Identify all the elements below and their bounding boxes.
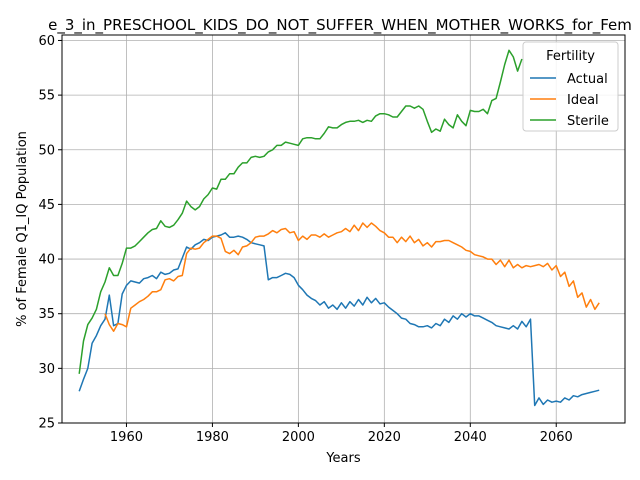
- series-line-ideal: [104, 222, 600, 332]
- y-tick-label: 40: [38, 253, 55, 268]
- x-tick-label: 2000: [282, 430, 315, 445]
- legend-label-sterile: Sterile: [567, 114, 609, 129]
- y-tick-label: 25: [38, 417, 55, 432]
- x-tick-label: 2020: [368, 430, 401, 445]
- y-tick-label: 45: [38, 198, 55, 213]
- x-tick-label: 2060: [540, 430, 573, 445]
- legend-label-ideal: Ideal: [567, 93, 599, 108]
- y-axis-label: % of Female Q1_IQ Population: [15, 131, 30, 327]
- chart-title: e_3_in_PRESCHOOL_KIDS_DO_NOT_SUFFER_WHEN…: [48, 16, 632, 35]
- y-tick-label: 30: [38, 362, 55, 377]
- y-tick-label: 60: [38, 34, 55, 49]
- legend-label-actual: Actual: [567, 72, 608, 87]
- series-lines: [78, 49, 600, 407]
- x-tick-label: 2040: [454, 430, 487, 445]
- legend-box: [522, 41, 619, 132]
- x-axis-label: Years: [325, 451, 361, 466]
- y-tick-label: 35: [38, 307, 55, 322]
- plot-frame: [61, 34, 626, 424]
- axis-ticks: 1960 1980 2000 2020 2040 2060 25 30 35 40 45 50 55 60: [38, 34, 572, 445]
- series-line-actual: [78, 232, 600, 407]
- x-tick-label: 1980: [196, 430, 229, 445]
- y-tick-label: 55: [38, 89, 55, 104]
- series-line-sterile: [78, 49, 523, 374]
- legend-entries: Actual Ideal Sterile: [530, 72, 609, 129]
- legend-title: Fertility: [546, 49, 595, 64]
- x-tick-label: 1960: [110, 430, 143, 445]
- y-tick-label: 50: [38, 143, 55, 158]
- legend: Fertility Actual Ideal Sterile: [522, 41, 619, 132]
